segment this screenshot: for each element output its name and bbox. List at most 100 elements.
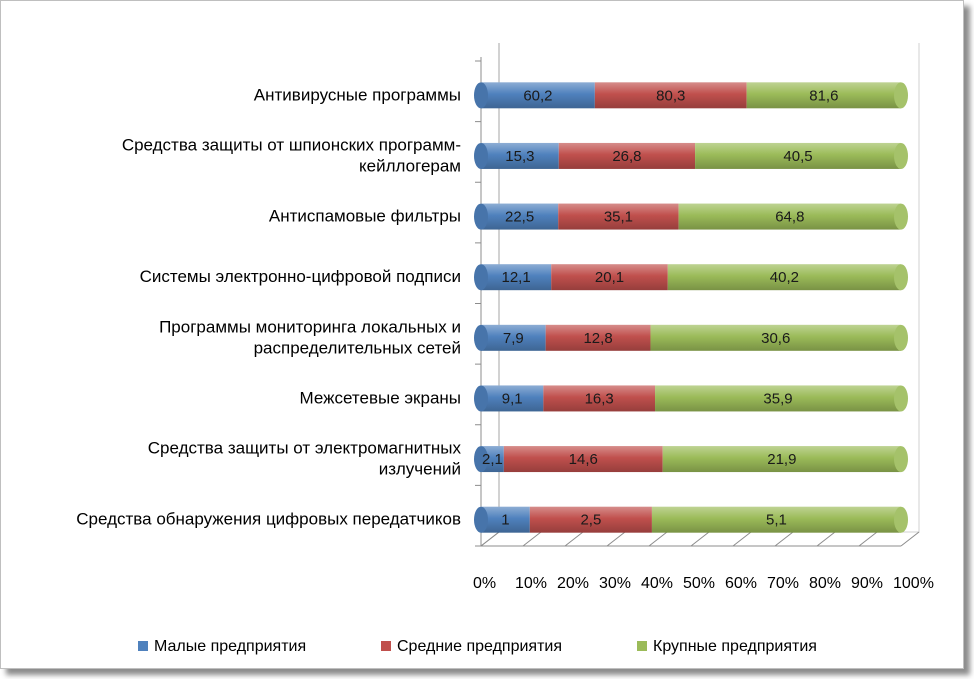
x-tick-mark	[732, 531, 752, 547]
category-label: кейллогерам	[359, 156, 461, 175]
bar-end-cap	[894, 324, 908, 351]
x-tick-mark	[690, 531, 710, 547]
bar-end-cap	[894, 264, 908, 291]
bar-segment	[481, 82, 595, 109]
x-tick-label: 10%	[515, 575, 547, 592]
x-tick-mark	[816, 531, 836, 547]
x-tick-mark	[522, 531, 542, 547]
data-label: 9,1	[502, 390, 523, 407]
category-label: Антиспамовые фильтры	[269, 207, 461, 226]
bar-start-cap	[474, 203, 488, 230]
x-tick-label: 40%	[641, 575, 673, 592]
data-label: 64,8	[775, 209, 804, 226]
x-tick-mark	[564, 531, 584, 547]
bar-start-cap	[474, 385, 488, 412]
bar-segment	[481, 203, 559, 230]
x-tick-label: 100%	[893, 575, 934, 592]
stacked-bar-chart: 0% 10% 20% 30% 40% 50% 60% 70% 80% 90% 100% 60,2 80,…	[76, 43, 934, 655]
bar-segment	[695, 142, 901, 169]
data-label: 2,1	[482, 451, 503, 468]
category-label: Антивирусные программы	[254, 85, 461, 104]
bar-segment	[746, 82, 901, 109]
x-tick-label: 50%	[683, 575, 715, 592]
data-label: 20,1	[595, 269, 624, 286]
x-tick-mark	[858, 531, 878, 547]
bar-segment	[481, 264, 552, 291]
category-label: Средства защиты от шпионских программ-	[122, 135, 461, 154]
data-label: 12,8	[583, 330, 612, 347]
data-label: 12,1	[501, 269, 530, 286]
bar-end-cap	[894, 446, 908, 473]
data-label: 60,2	[523, 87, 552, 104]
category-label: Средства защиты от электромагнитных	[148, 439, 462, 458]
x-tick-mark	[480, 531, 500, 547]
data-label: 15,3	[505, 148, 534, 165]
data-label: 35,1	[604, 209, 633, 226]
bar-segment	[481, 142, 559, 169]
data-label: 40,5	[783, 148, 812, 165]
data-label: 2,5	[580, 512, 601, 529]
legend-label: Крупные предприятия	[653, 638, 817, 655]
bar-end-cap	[894, 142, 908, 169]
category-label: Межсетевые экраны	[300, 388, 461, 407]
data-label: 14,6	[569, 451, 598, 468]
bar-segment	[481, 385, 544, 412]
x-tick-mark	[774, 531, 794, 547]
chart-frame: 0% 10% 20% 30% 40% 50% 60% 70% 80% 90% 100% 60,2 80,…	[0, 0, 964, 669]
bar-end-cap	[894, 203, 908, 230]
x-tick-mark	[900, 531, 920, 547]
data-label: 16,3	[585, 390, 614, 407]
bar-start-cap	[474, 324, 488, 351]
x-tick-mark	[606, 531, 626, 547]
x-tick-label: 0%	[473, 575, 496, 592]
data-label: 22,5	[505, 209, 534, 226]
category-label: Системы электронно-цифровой подписи	[140, 267, 461, 286]
bar-start-cap	[474, 264, 488, 291]
data-label: 21,9	[767, 451, 796, 468]
legend-swatch	[138, 641, 148, 651]
x-tick-label: 70%	[767, 575, 799, 592]
bar-segment	[667, 264, 901, 291]
data-label: 30,6	[761, 330, 790, 347]
x-tick-mark	[648, 531, 668, 547]
bar-segment	[551, 264, 668, 291]
data-label: 81,6	[809, 87, 838, 104]
category-label: Средства обнаружения цифровых передатчик…	[76, 510, 461, 529]
category-label: Программы мониторинга локальных и	[159, 317, 461, 336]
bar-start-cap	[474, 142, 488, 169]
legend-swatch	[637, 641, 647, 651]
legend-label: Малые предприятия	[154, 638, 306, 655]
bar-segment	[594, 82, 747, 109]
bar-segment	[545, 324, 651, 351]
x-tick-label: 60%	[725, 575, 757, 592]
bar-segment	[662, 446, 901, 473]
category-label: излучений	[379, 460, 461, 479]
bar-segment	[558, 142, 696, 169]
data-label: 80,3	[656, 87, 685, 104]
data-label: 5,1	[766, 512, 787, 529]
x-tick-label: 90%	[851, 575, 883, 592]
bar-start-cap	[474, 82, 488, 109]
x-tick-label: 30%	[599, 575, 631, 592]
bar-segment	[558, 203, 679, 230]
bar-segment	[678, 203, 901, 230]
bar-end-cap	[894, 385, 908, 412]
legend-swatch	[381, 641, 391, 651]
bar-segment	[529, 506, 652, 533]
bar-start-cap	[474, 506, 488, 533]
bar-segment	[651, 506, 901, 533]
category-label: распределительных сетей	[254, 338, 461, 357]
bar-segment	[543, 385, 656, 412]
bar-segment	[650, 324, 901, 351]
legend-label: Средние предприятия	[397, 638, 562, 655]
bar-end-cap	[894, 82, 908, 109]
bar-segment	[503, 446, 663, 473]
bar-segment	[481, 506, 530, 533]
bar-end-cap	[894, 506, 908, 533]
x-tick-label: 80%	[809, 575, 841, 592]
bar-segment	[655, 385, 901, 412]
data-label: 40,2	[770, 269, 799, 286]
bar-segment	[481, 324, 546, 351]
bar-start-cap	[474, 446, 488, 473]
data-label: 1	[501, 512, 509, 529]
